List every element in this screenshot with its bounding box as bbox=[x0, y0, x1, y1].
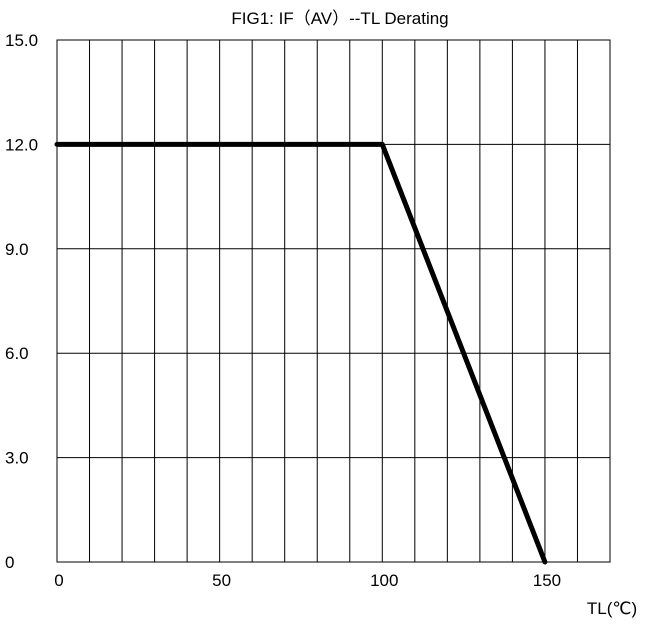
x-tick-label: 0 bbox=[54, 571, 63, 590]
y-tick-label: 12.0 bbox=[5, 135, 38, 154]
x-axis-label: TL(℃) bbox=[587, 599, 637, 618]
series-line-derating bbox=[54, 141, 548, 565]
plot-frame bbox=[56, 39, 611, 563]
y-tick-label: 15.0 bbox=[5, 31, 38, 50]
y-tick-label: 6.0 bbox=[5, 344, 29, 363]
chart-title: FIG1: IF（AV）--TL Derating bbox=[231, 9, 448, 28]
grid bbox=[57, 40, 610, 562]
y-tick-label: 0 bbox=[5, 553, 14, 572]
x-tick-label: 100 bbox=[370, 571, 398, 590]
y-tick-label: 3.0 bbox=[5, 449, 29, 468]
x-tick-label: 50 bbox=[212, 571, 231, 590]
x-tick-label: 150 bbox=[533, 571, 561, 590]
tick-labels: 0 3.0 6.0 9.0 12.0 15.0 0 50 100 150 bbox=[5, 31, 561, 590]
y-tick-label: 9.0 bbox=[5, 240, 29, 259]
